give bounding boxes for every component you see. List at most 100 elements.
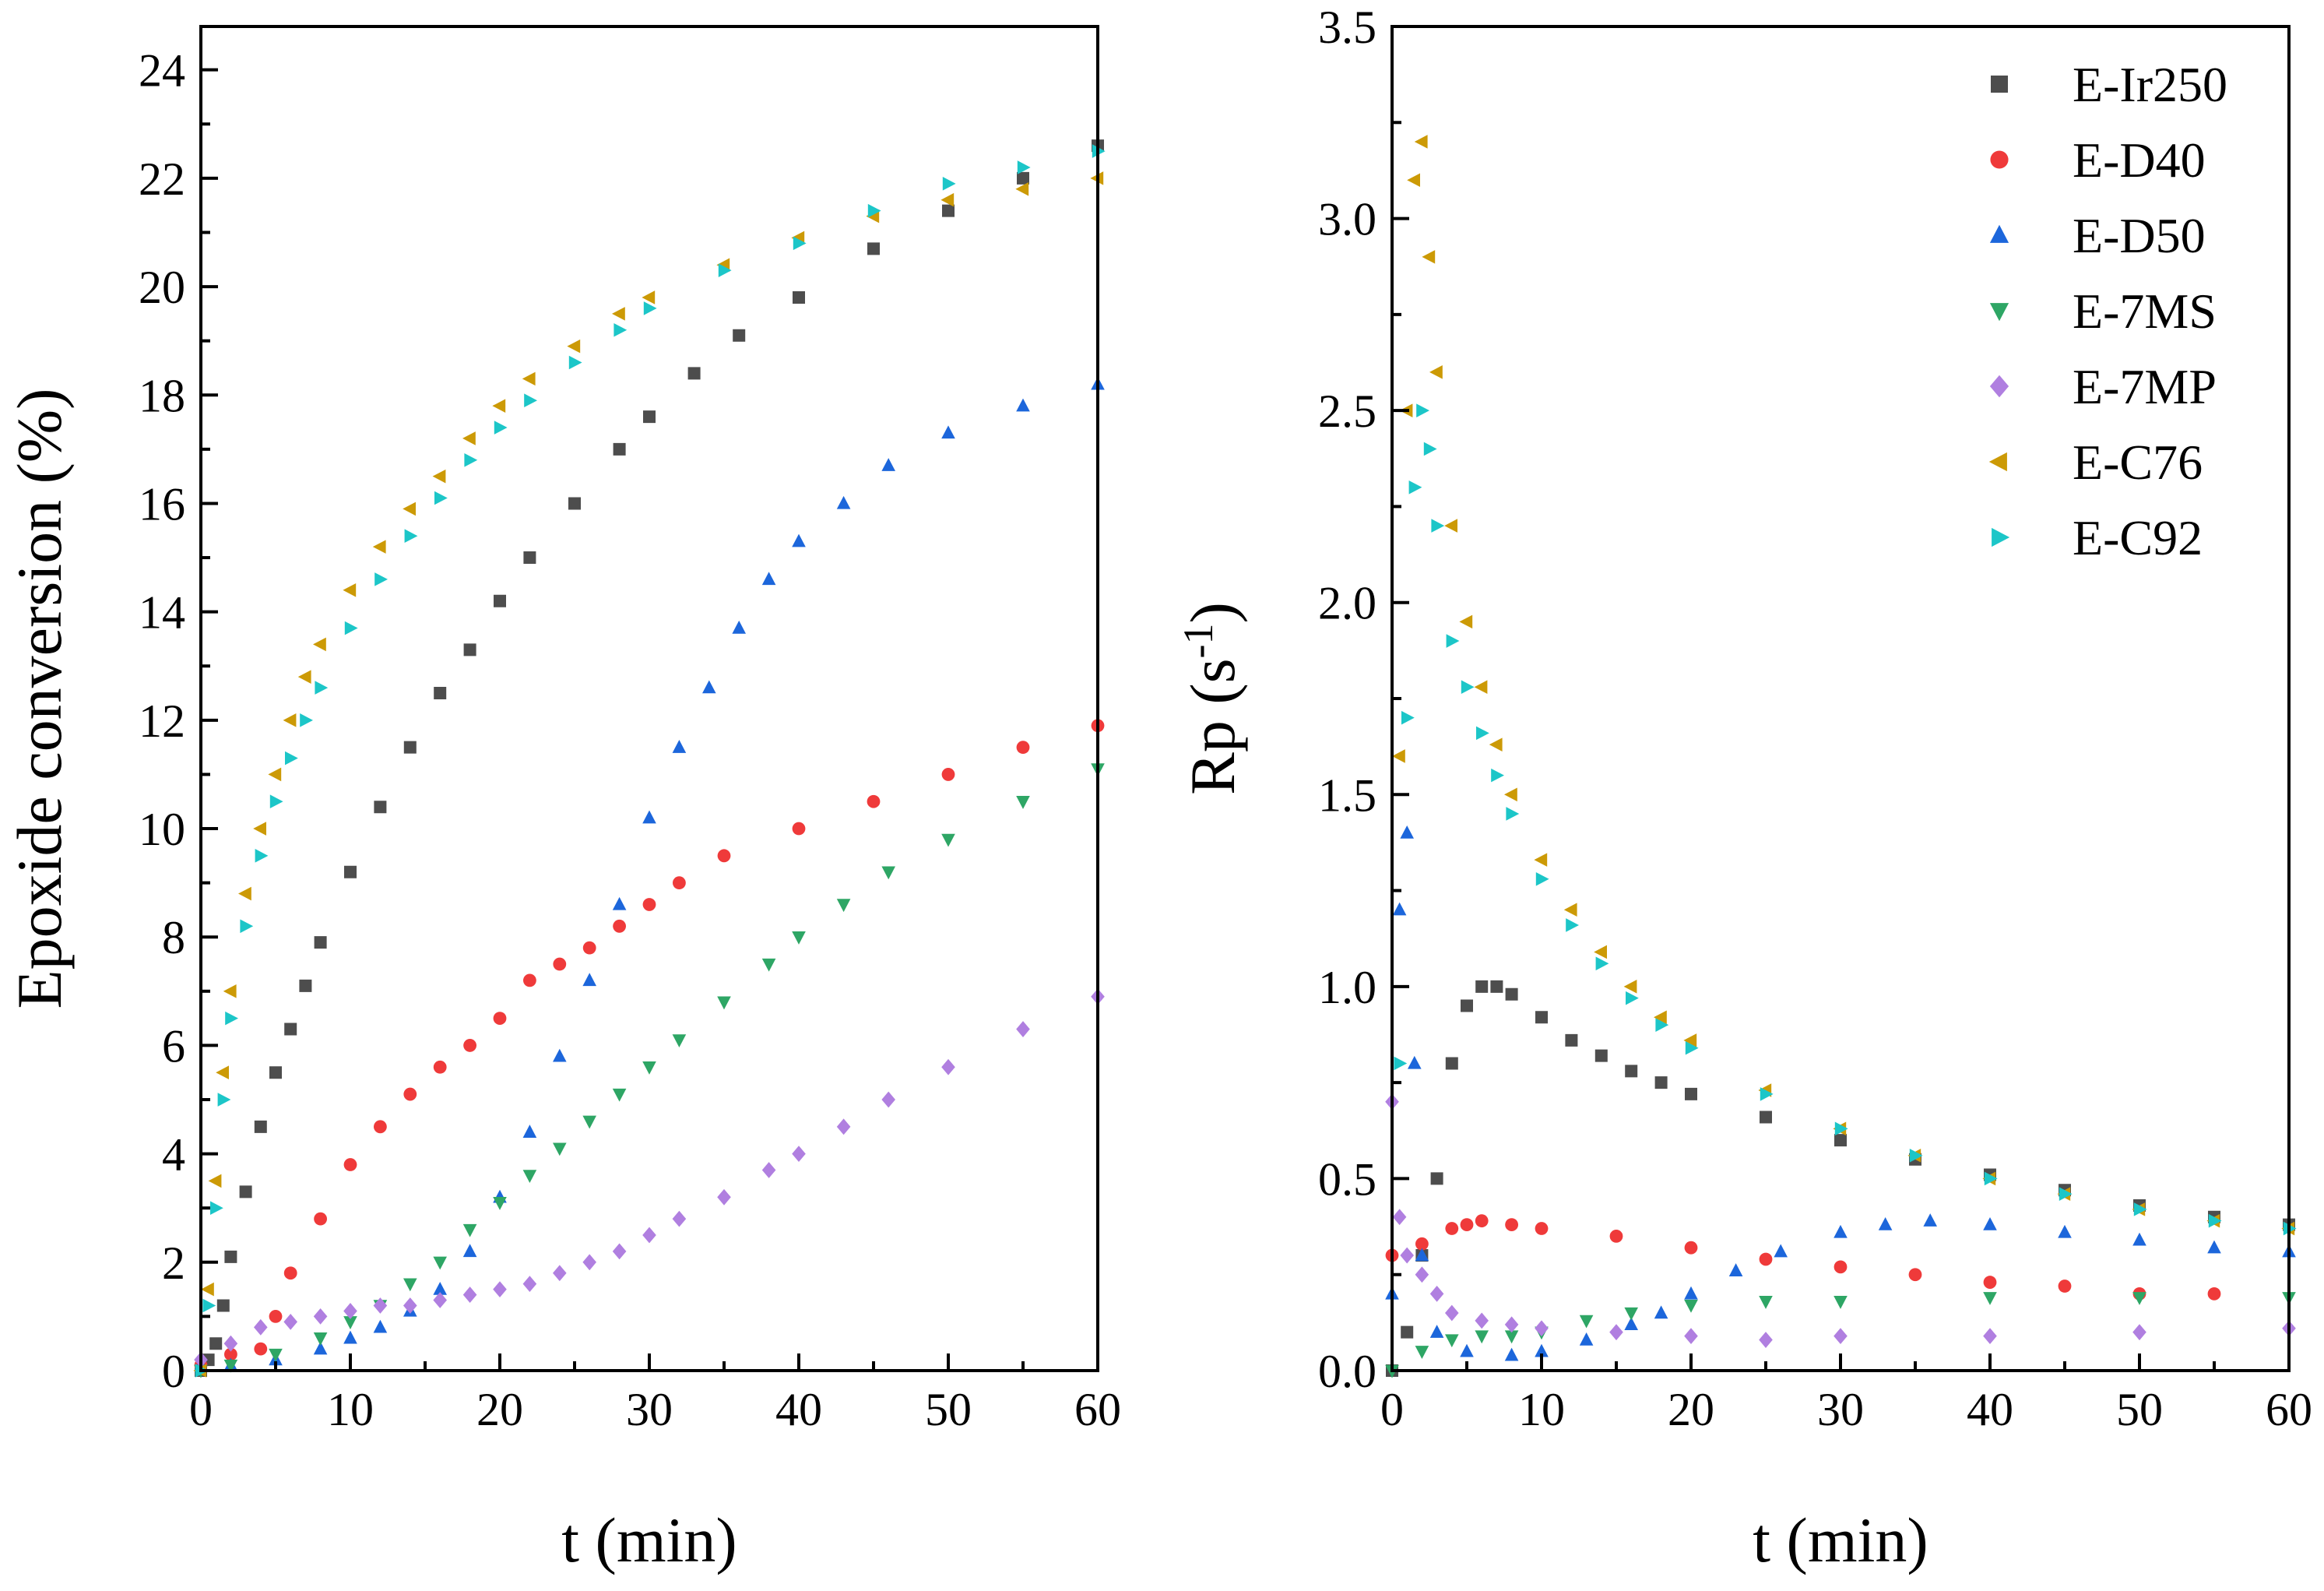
data-point [1429, 365, 1443, 379]
data-point [1535, 1222, 1549, 1235]
data-point [2058, 1224, 2072, 1238]
data-point [673, 876, 686, 890]
data-point [1400, 1247, 1414, 1264]
data-point [836, 495, 851, 509]
x-tick-label: 50 [925, 1384, 972, 1435]
data-point [493, 1012, 507, 1026]
data-point [374, 572, 388, 586]
data-point [433, 1256, 447, 1270]
data-point [867, 794, 881, 808]
data-point [1476, 726, 1489, 741]
data-point [717, 849, 731, 863]
data-point [1909, 1149, 1923, 1163]
data-point [1401, 1325, 1414, 1339]
y-tick-label: 18 [139, 370, 185, 421]
data-point [1415, 1346, 1429, 1359]
data-point [1759, 1296, 1773, 1309]
data-point [582, 1115, 596, 1129]
data-point [1685, 1087, 1697, 1100]
data-point [1984, 1171, 1998, 1186]
data-point [792, 931, 806, 945]
data-point [403, 1297, 417, 1314]
y-tick-label: 3.0 [1318, 194, 1376, 245]
data-point [941, 768, 955, 781]
data-point [687, 367, 701, 380]
y-tick-label: 16 [139, 478, 185, 530]
data-point [1016, 398, 1030, 412]
data-point [1475, 1312, 1489, 1329]
data-point [942, 204, 955, 217]
data-point [314, 1212, 327, 1226]
data-point [1445, 1057, 1458, 1070]
data-point [792, 1146, 806, 1163]
data-point [1444, 519, 1457, 533]
data-point [612, 896, 627, 910]
data-point [344, 621, 358, 635]
x-tick-label: 0 [1380, 1384, 1404, 1435]
data-point [1683, 1033, 1697, 1047]
data-point [1475, 980, 1489, 993]
data-point [867, 242, 880, 255]
y-axis: 0.0 0.5 1.0 1.5 2.0 2.5 3.0 3.5 Rp (s-1) [1175, 2, 1409, 1397]
series-e-ir250 [1386, 980, 2295, 1377]
data-point [433, 1282, 447, 1295]
data-point [1423, 442, 1437, 456]
data-point [643, 410, 656, 424]
data-point [2133, 1202, 2147, 1216]
data-point [225, 1011, 238, 1026]
data-point [284, 1023, 297, 1036]
data-point [1563, 903, 1577, 917]
data-point [315, 681, 329, 695]
series-e-7ms [1385, 1292, 2296, 1378]
data-point [1654, 1076, 1668, 1089]
data-point [761, 1162, 776, 1178]
data-point [269, 1066, 282, 1079]
data-point [582, 973, 596, 987]
data-point [1392, 902, 1407, 916]
data-point [553, 1265, 567, 1282]
data-point [283, 1266, 297, 1280]
data-point [492, 399, 506, 413]
data-point [553, 1142, 567, 1156]
data-point [343, 1303, 357, 1319]
y-tick-label: 2 [162, 1237, 185, 1289]
data-point [255, 849, 269, 863]
data-point [522, 371, 536, 386]
legend: E-Ir250 E-D40 E-D50 E-7MS E-7MP E-C76 E-C92 [1988, 57, 2227, 565]
data-point [553, 957, 567, 971]
data-point [718, 263, 732, 277]
data-point [523, 551, 536, 565]
data-point [493, 1281, 507, 1298]
data-point [1624, 1317, 1638, 1331]
data-point [299, 979, 312, 992]
data-point [462, 1244, 477, 1258]
data-point [238, 886, 251, 901]
data-point [464, 452, 478, 467]
data-point [433, 1292, 447, 1308]
y-tick-label: 1.5 [1318, 769, 1376, 821]
data-point [568, 497, 581, 510]
data-point [524, 393, 537, 408]
data-point [1016, 796, 1030, 809]
data-point [269, 1348, 283, 1362]
data-point [224, 1250, 237, 1263]
y-tick-label: 4 [162, 1129, 185, 1181]
data-point [523, 973, 536, 987]
series-e-ir250 [195, 139, 1104, 1377]
x-tick-label: 50 [2116, 1384, 2163, 1435]
data-point [268, 767, 282, 782]
y-tick-label: 8 [162, 912, 185, 963]
x-axis-title: t (min) [1753, 1505, 1928, 1575]
data-point [433, 1060, 447, 1074]
data-point [374, 801, 387, 814]
data-point [463, 643, 476, 656]
data-point [2207, 1287, 2221, 1301]
legend-marker [1989, 303, 2009, 322]
x-tick-label: 10 [1518, 1384, 1565, 1435]
data-point [216, 1299, 230, 1312]
data-point [1609, 1230, 1623, 1243]
data-point [793, 236, 807, 251]
data-point [239, 1185, 252, 1199]
data-point [269, 794, 283, 809]
data-point [373, 1297, 388, 1314]
